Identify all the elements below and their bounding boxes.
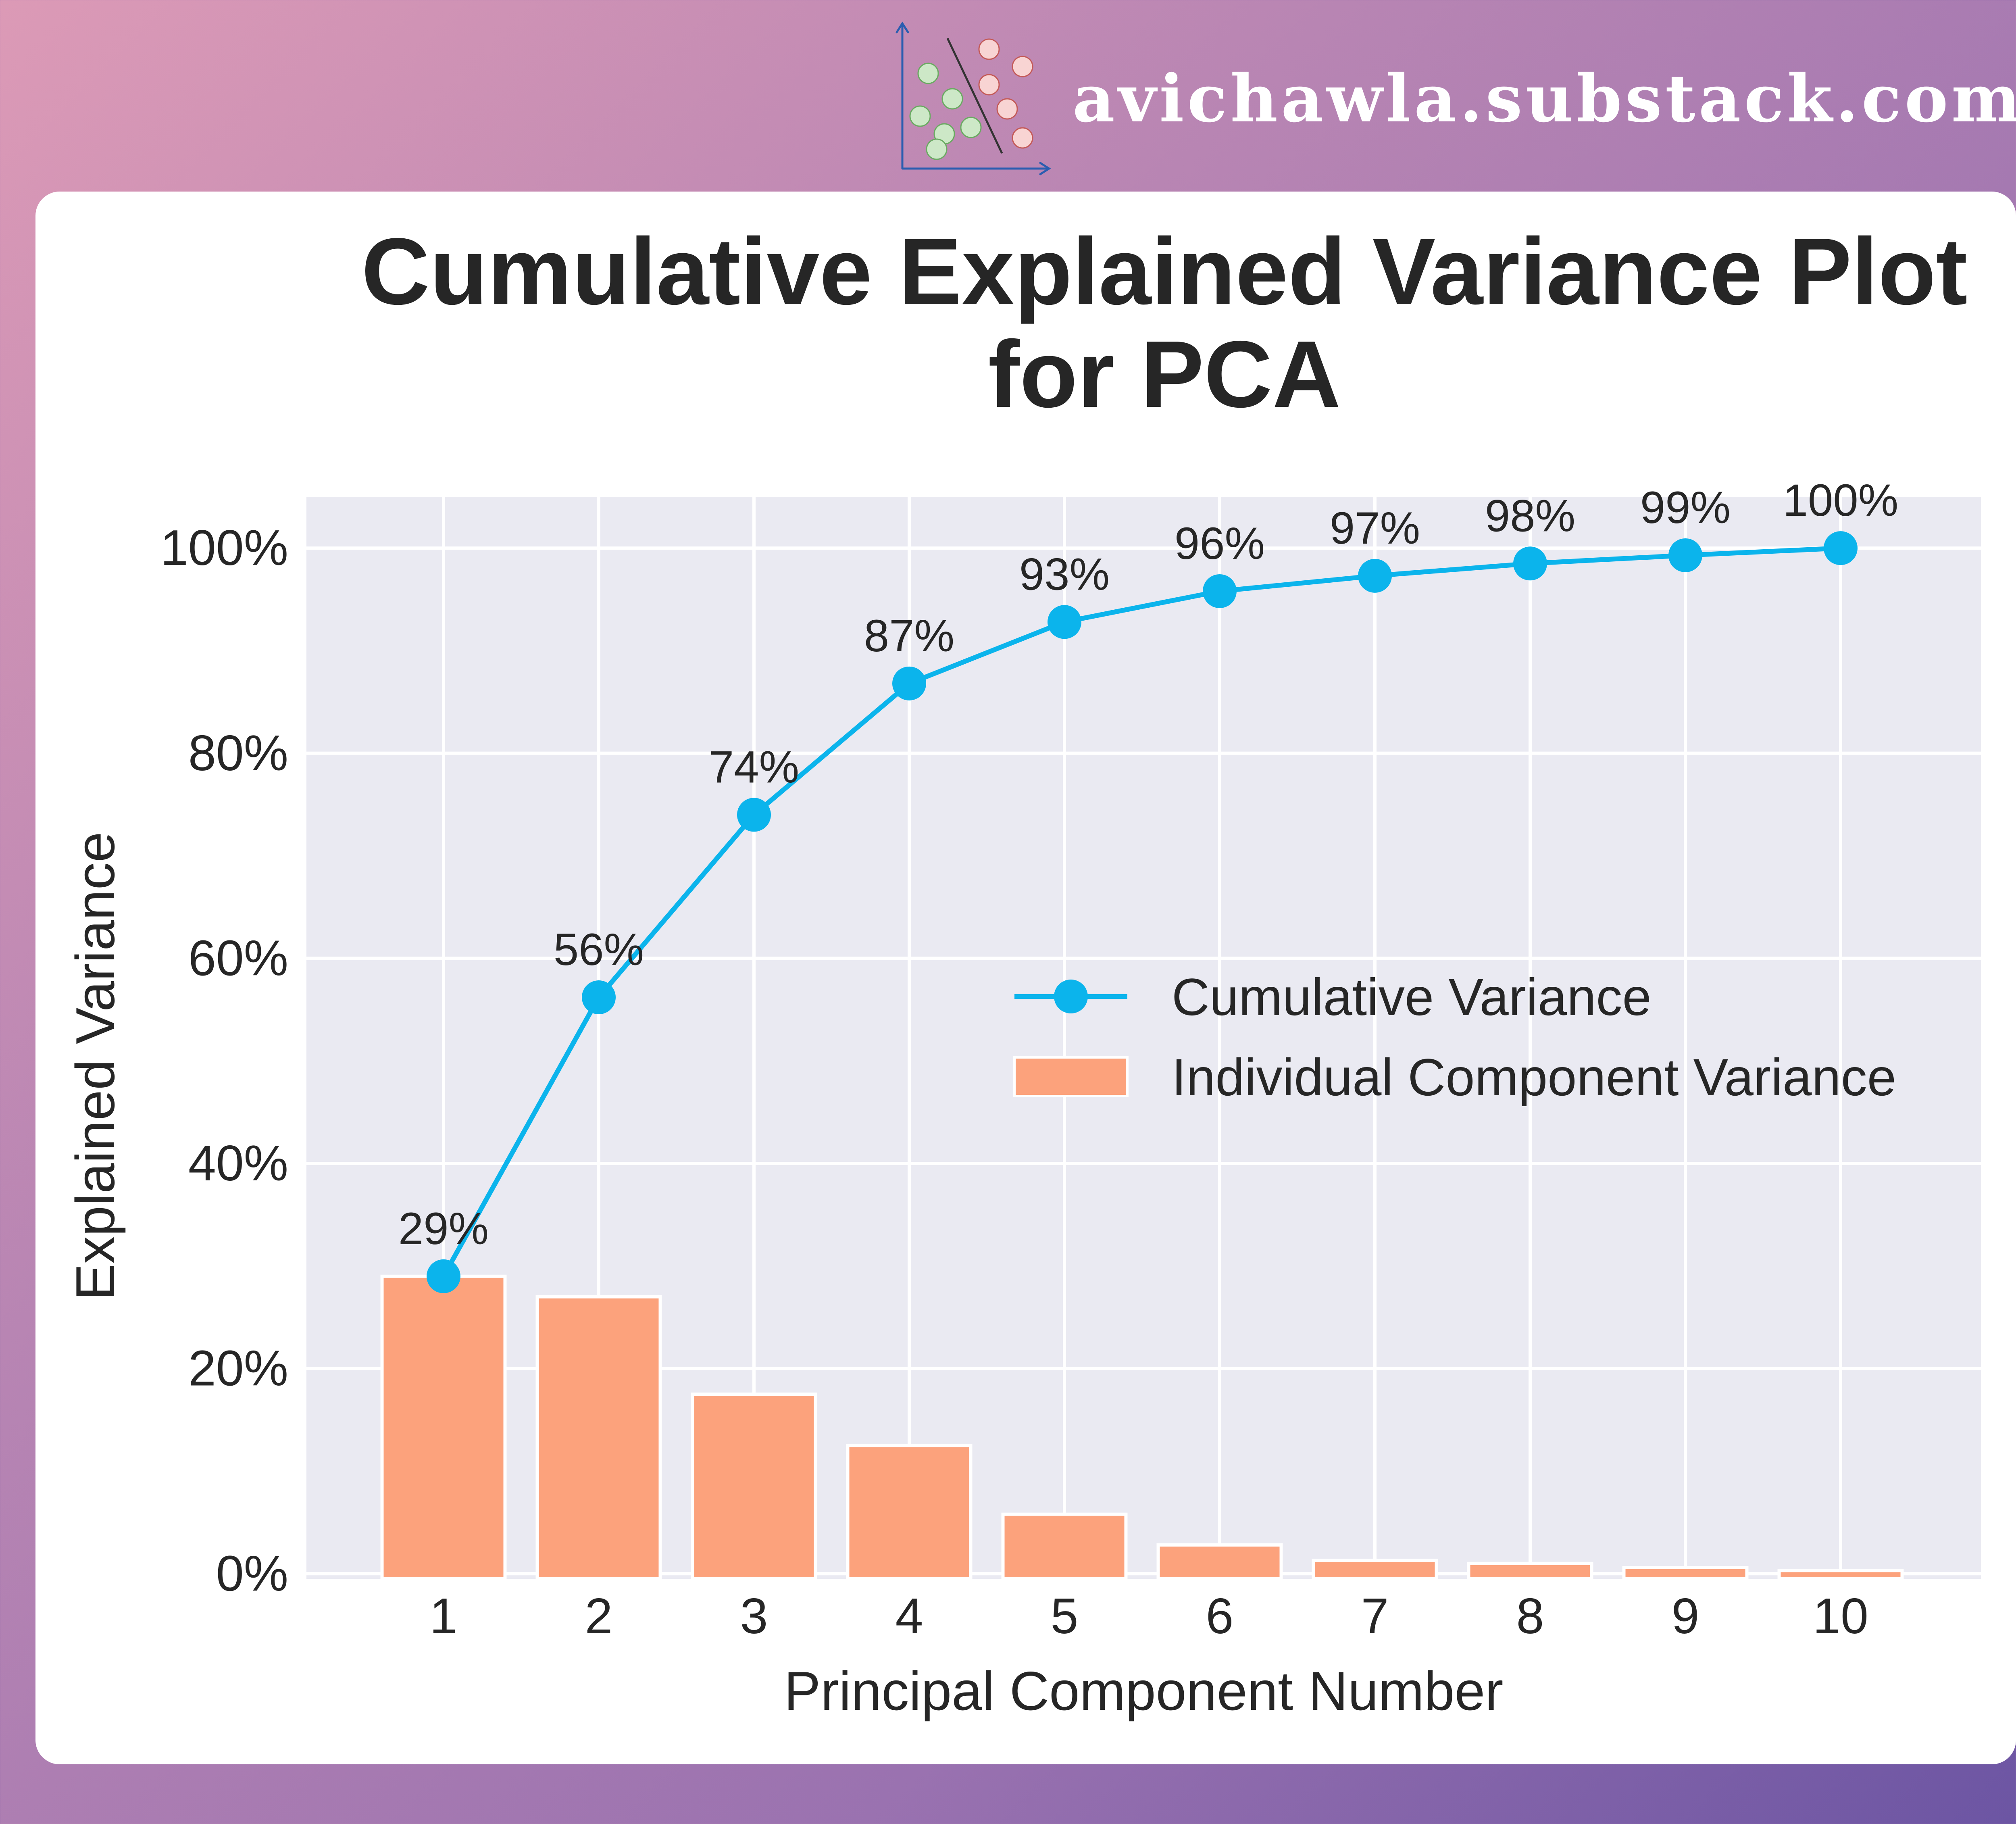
x-tick-label: 7 bbox=[1361, 1588, 1389, 1644]
scatter-classification-icon bbox=[896, 21, 1051, 175]
variance-bar bbox=[1777, 1569, 1904, 1581]
cumulative-point bbox=[1513, 546, 1547, 581]
variance-plot: 1 2 3 4 5 6 7 8 9 100%20%40%60%80%100%29%56%74%87… bbox=[65, 475, 1981, 1722]
data-label: 99% bbox=[1640, 482, 1731, 533]
x-tick-label: 5 bbox=[1051, 1588, 1079, 1644]
variance-bar bbox=[846, 1444, 973, 1580]
data-label: 98% bbox=[1485, 490, 1575, 541]
data-label: 74% bbox=[709, 742, 799, 792]
data-label: 100% bbox=[1783, 475, 1898, 525]
legend-marker-swatch bbox=[1054, 980, 1088, 1013]
variance-bar bbox=[691, 1392, 817, 1581]
cumulative-point bbox=[1048, 605, 1081, 639]
y-tick-label: 100% bbox=[160, 520, 288, 576]
x-tick-label: 3 bbox=[740, 1588, 768, 1644]
data-label: 96% bbox=[1175, 518, 1265, 569]
chart-title-line-2: for PCA bbox=[988, 321, 1341, 427]
data-label: 93% bbox=[1019, 549, 1110, 599]
y-tick-label: 60% bbox=[188, 930, 288, 986]
x-tick-label: 10 bbox=[1813, 1588, 1868, 1644]
x-axis-label: Principal Component Number bbox=[784, 1660, 1504, 1722]
legend-bar-swatch bbox=[1013, 1056, 1129, 1097]
y-tick-label: 80% bbox=[188, 725, 288, 781]
variance-bar bbox=[1312, 1559, 1438, 1580]
cumulative-point bbox=[1824, 531, 1858, 565]
data-label: 29% bbox=[398, 1203, 489, 1254]
legend-label-individual: Individual Component Variance bbox=[1172, 1048, 1896, 1107]
cumulative-variance-line bbox=[441, 546, 1841, 1278]
cumulative-point bbox=[427, 1259, 460, 1293]
y-tick-label: 20% bbox=[188, 1341, 288, 1397]
data-label: 56% bbox=[554, 924, 644, 975]
x-tick-label: 8 bbox=[1516, 1588, 1544, 1644]
y-axis-label: Explained Variance bbox=[65, 832, 126, 1301]
header: avichawla.substack.com bbox=[0, 0, 2016, 190]
variance-bar bbox=[380, 1274, 507, 1581]
y-tick-label: 0% bbox=[216, 1546, 288, 1601]
variance-bar bbox=[1467, 1561, 1593, 1580]
chart-title-line-1: Cumulative Explained Variance Plot bbox=[361, 218, 1968, 324]
x-tick-label: 1 bbox=[430, 1588, 458, 1644]
chart-title: Cumulative Explained Variance Plot for P… bbox=[318, 220, 2011, 425]
data-label: 87% bbox=[864, 611, 954, 661]
cumulative-point bbox=[1668, 538, 1702, 572]
x-tick-label: 9 bbox=[1672, 1588, 1699, 1644]
x-tick-label: 6 bbox=[1206, 1588, 1234, 1644]
x-tick-label: 2 bbox=[585, 1588, 613, 1644]
variance-bar bbox=[1001, 1512, 1128, 1581]
chart-card: Cumulative Explained Variance Plot for P… bbox=[35, 192, 2016, 1764]
cumulative-point bbox=[892, 666, 926, 700]
variance-bar bbox=[1156, 1543, 1283, 1580]
cumulative-point bbox=[1203, 574, 1237, 608]
variance-bar bbox=[535, 1295, 662, 1581]
cumulative-point bbox=[582, 980, 616, 1015]
brand-site-name: avichawla.substack.com bbox=[1073, 60, 2016, 137]
cumulative-point bbox=[1358, 559, 1392, 593]
legend-label-cumulative: Cumulative Variance bbox=[1172, 967, 1652, 1026]
variance-bar bbox=[1622, 1566, 1749, 1581]
x-tick-label: 4 bbox=[896, 1588, 923, 1644]
cumulative-point bbox=[737, 798, 771, 832]
y-tick-label: 40% bbox=[188, 1136, 288, 1191]
data-label: 97% bbox=[1330, 503, 1420, 553]
